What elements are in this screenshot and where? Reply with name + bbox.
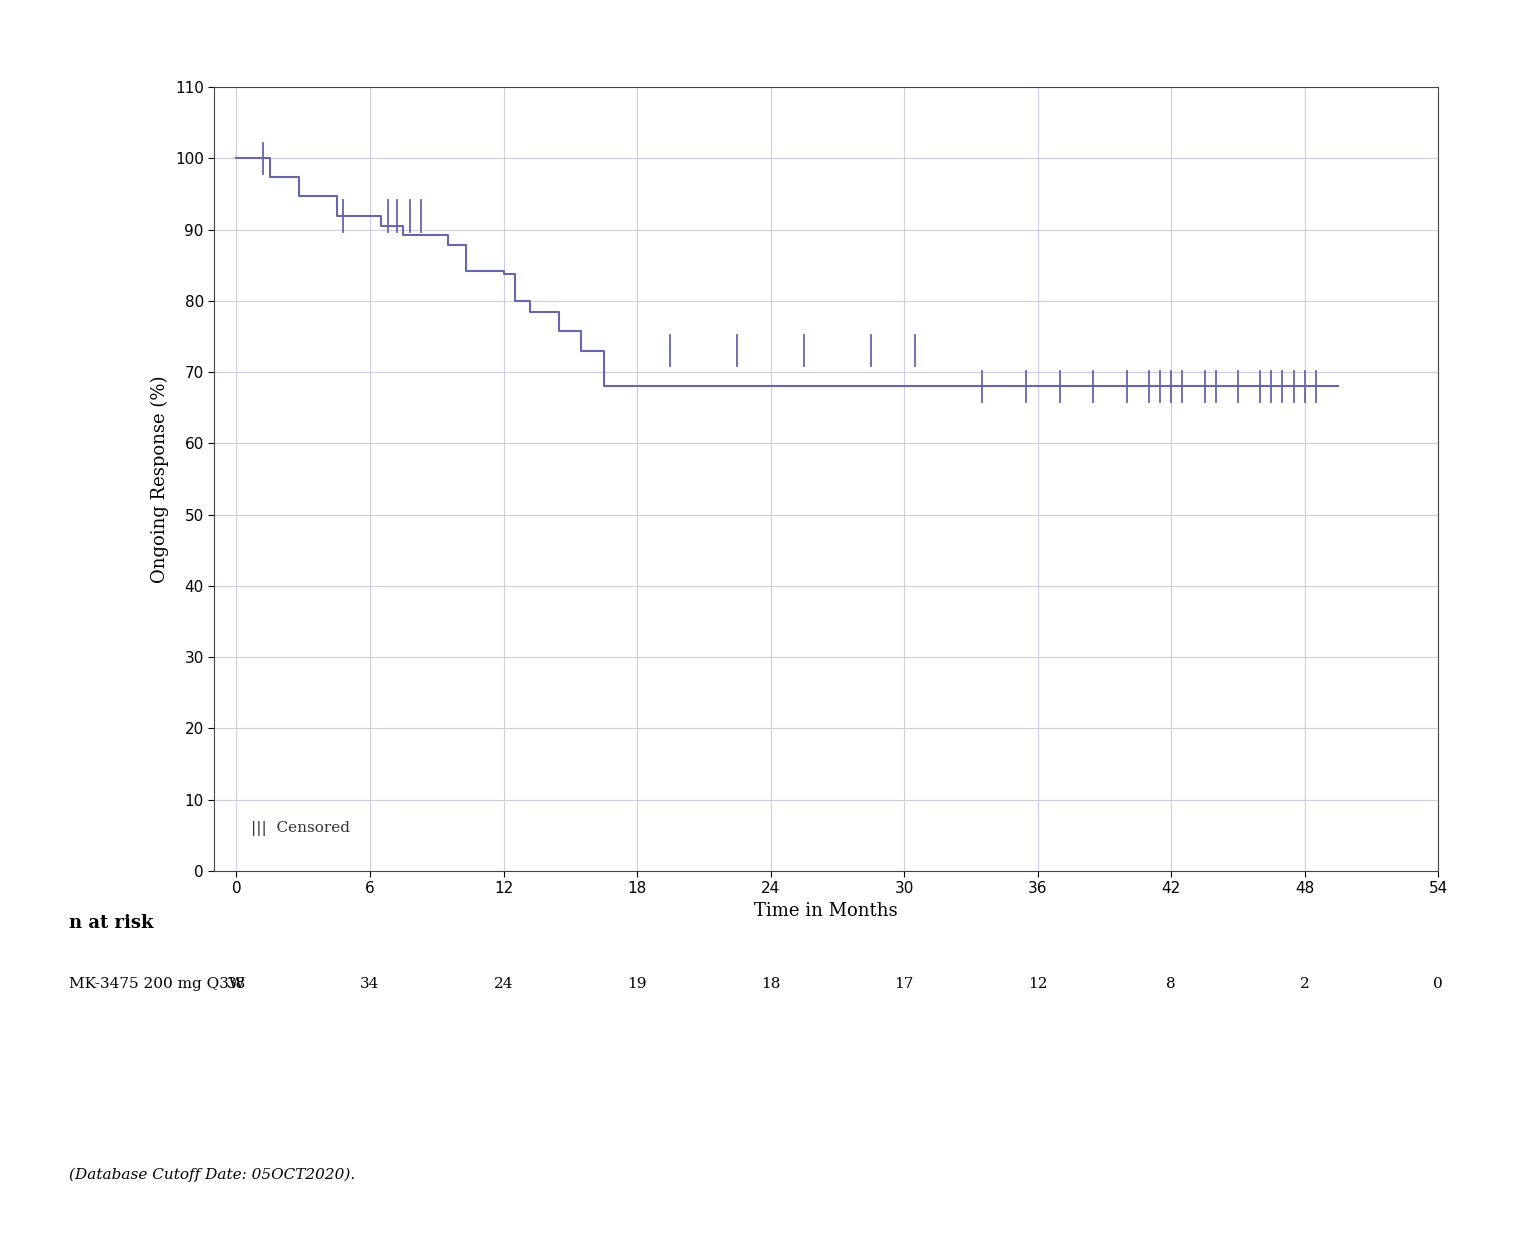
X-axis label: Time in Months: Time in Months [754, 902, 898, 919]
Text: 19: 19 [627, 977, 647, 990]
Text: 24: 24 [494, 977, 513, 990]
Text: 0: 0 [1434, 977, 1443, 990]
Text: 2: 2 [1300, 977, 1310, 990]
Text: 8: 8 [1166, 977, 1177, 990]
Text: 38: 38 [226, 977, 246, 990]
Text: 34: 34 [360, 977, 379, 990]
Text: 18: 18 [760, 977, 780, 990]
Text: 12: 12 [1028, 977, 1048, 990]
Y-axis label: Ongoing Response (%): Ongoing Response (%) [151, 376, 170, 582]
Text: (Database Cutoff Date: 05OCT2020).: (Database Cutoff Date: 05OCT2020). [69, 1167, 355, 1182]
Text: MK-3475 200 mg Q3W: MK-3475 200 mg Q3W [69, 977, 245, 990]
Text: 17: 17 [895, 977, 913, 990]
Text: |||  Censored: ||| Censored [251, 821, 350, 836]
Text: n at risk: n at risk [69, 914, 153, 932]
